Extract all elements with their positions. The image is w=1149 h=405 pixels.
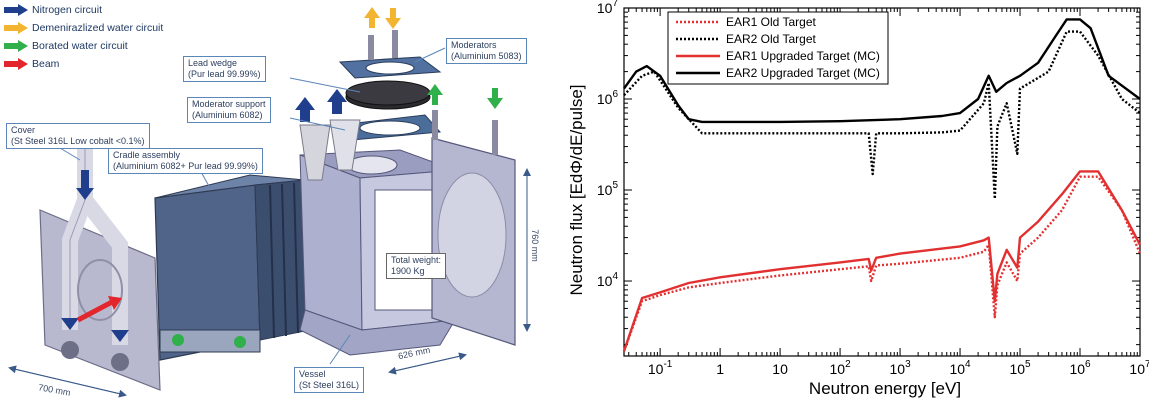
legend-label: Borated water circuit [32,40,128,52]
callout-lead-wedge: Lead wedge (Pur lead 99.99%) [183,56,266,82]
legend-entry: EAR2 Upgraded Target (MC) [726,66,880,80]
nitrogen-arrow-cover-left [61,318,79,330]
callout-title: Cradle assembly [113,150,181,160]
x-tick-label: 106 [1069,359,1091,377]
water-arrow-down [385,18,401,29]
water-legend-arrow-icon [4,22,28,34]
borated-arrow-up [427,84,443,95]
cover-port-right [111,353,129,371]
y-tick-label: 107 [597,0,619,16]
legend-entry: EAR1 Upgraded Target (MC) [726,49,880,63]
y-tick-label: 104 [597,271,619,289]
legend-demineralized: Demenirazlized water circuit [4,22,163,34]
pipe-borated-right [492,120,498,155]
nitrogen-legend-arrow-icon [4,4,28,16]
callout-cover: Cover (St Steel 316L Low cobalt <0.1%) [6,123,150,149]
x-axis-label: Neutron energy [eV] [809,379,961,398]
callout-title: Moderators [451,40,497,50]
beam-arrow-head [108,296,122,310]
water-arrow-up [364,7,380,18]
water-arrow-up-shaft [369,16,375,28]
callout-material: (St Steel 316L) [299,380,360,390]
callout-title: Cover [11,125,36,135]
callout-title: Vessel [299,369,326,379]
callout-title: Total weight: [391,255,442,265]
cradle-base [159,329,261,353]
pipe-borated-left [432,110,438,140]
legend-nitrogen: Nitrogen circuit [4,4,102,16]
chart-legend: EAR1 Old Target EAR2 Old Target EAR1 Upgra… [667,11,889,85]
legend-label: Beam [32,58,60,70]
legend-label: Nitrogen circuit [32,4,103,16]
callout-title: Moderator support [192,99,266,109]
legend-entry: EAR1 Old Target [726,15,816,29]
cover-pipe-right [78,195,128,345]
nitrogen-arrow-up [295,97,315,110]
vessel-base [299,309,456,356]
series-line-4 [623,18,1141,124]
callout-material: (Aluminium 6082) [192,110,263,120]
series-line-2 [623,30,1141,200]
y-tick-label: 106 [597,89,619,107]
callout-title: Lead wedge [188,58,238,68]
x-tick-label: 10 [772,361,788,377]
assembly-drawing [8,7,531,398]
x-tick-label: 10-1 [648,359,673,377]
dim-760-label: 760 mm [529,229,540,262]
callout-material: (St Steel 316L Low cobalt <0.1%) [11,136,145,146]
neutron-flux-chart: 10-1 1 10 102 103 104 105 106 107 104 105 106 107 EA… [560,0,1149,400]
cover-window [77,259,123,321]
legend-borated: Borated water circuit [4,40,128,52]
water-arrow-down-shaft [390,8,396,20]
beam-legend-arrow-icon [4,58,28,70]
vessel-side [299,154,363,331]
callout-moderators: Moderators (Aluminium 5083) [446,38,527,64]
cover-plate [39,209,161,391]
x-tick-label: 105 [1009,359,1031,377]
vessel-opening [374,189,441,311]
moderator-grid [437,172,507,298]
series-line-3 [622,170,1142,352]
borated-arrow-down [487,98,503,109]
cover-port-left [61,341,79,359]
x-tick-label: 104 [949,359,971,377]
x-tick-label: 102 [830,359,852,377]
callout-material: (Aluminium 6082+ Pur lead 99.99%) [113,161,258,171]
pipe-top-right [392,30,398,58]
target-assembly-diagram: Nitrogen circuit Demenirazlized water ci… [0,0,560,400]
callout-value: 1900 Kg [391,266,425,276]
nitrogen-arrow-up-2 [327,89,347,102]
series-layer [622,18,1142,352]
legend-entry: EAR2 Old Target [726,32,816,46]
chart-canvas: 10-1 1 10 102 103 104 105 106 107 104 105 106 107 EA… [567,0,1149,398]
vessel-top-opening [346,155,398,175]
x-tick-label: 103 [889,359,911,377]
y-axis-label: Neutron flux [EdΦ/dE/pulse] [567,84,586,295]
x-tick-label: 107 [1129,359,1149,377]
cone-right [329,119,361,171]
callout-vessel: Vessel (St Steel 316L) [294,367,365,393]
legend-beam: Beam [4,58,59,70]
x-tick-label: 1 [716,361,724,377]
y-tick-label: 105 [597,180,619,198]
series-line-1 [622,175,1142,352]
cradle-port-right [234,336,246,348]
callout-cradle: Cradle assembly (Aluminium 6082+ Pur lea… [108,148,263,174]
beam-arrow-shaft [76,299,114,323]
pipe-top-left [368,35,374,60]
callout-material: (Aluminium 5083) [451,51,522,61]
callout-total-weight: Total weight: 1900 Kg [386,253,447,279]
borated-legend-arrow-icon [4,40,28,52]
axis-ticks: 10-1 1 10 102 103 104 105 106 107 104 105 106 107 [597,0,1149,377]
callout-moderator-support: Moderator support (Aluminium 6082) [187,97,271,123]
callout-material: (Pur lead 99.99%) [188,69,261,79]
cradle-port-left [172,334,184,346]
nitrogen-arrow-cover-right [111,330,129,342]
legend-label: Demenirazlized water circuit [32,22,164,34]
